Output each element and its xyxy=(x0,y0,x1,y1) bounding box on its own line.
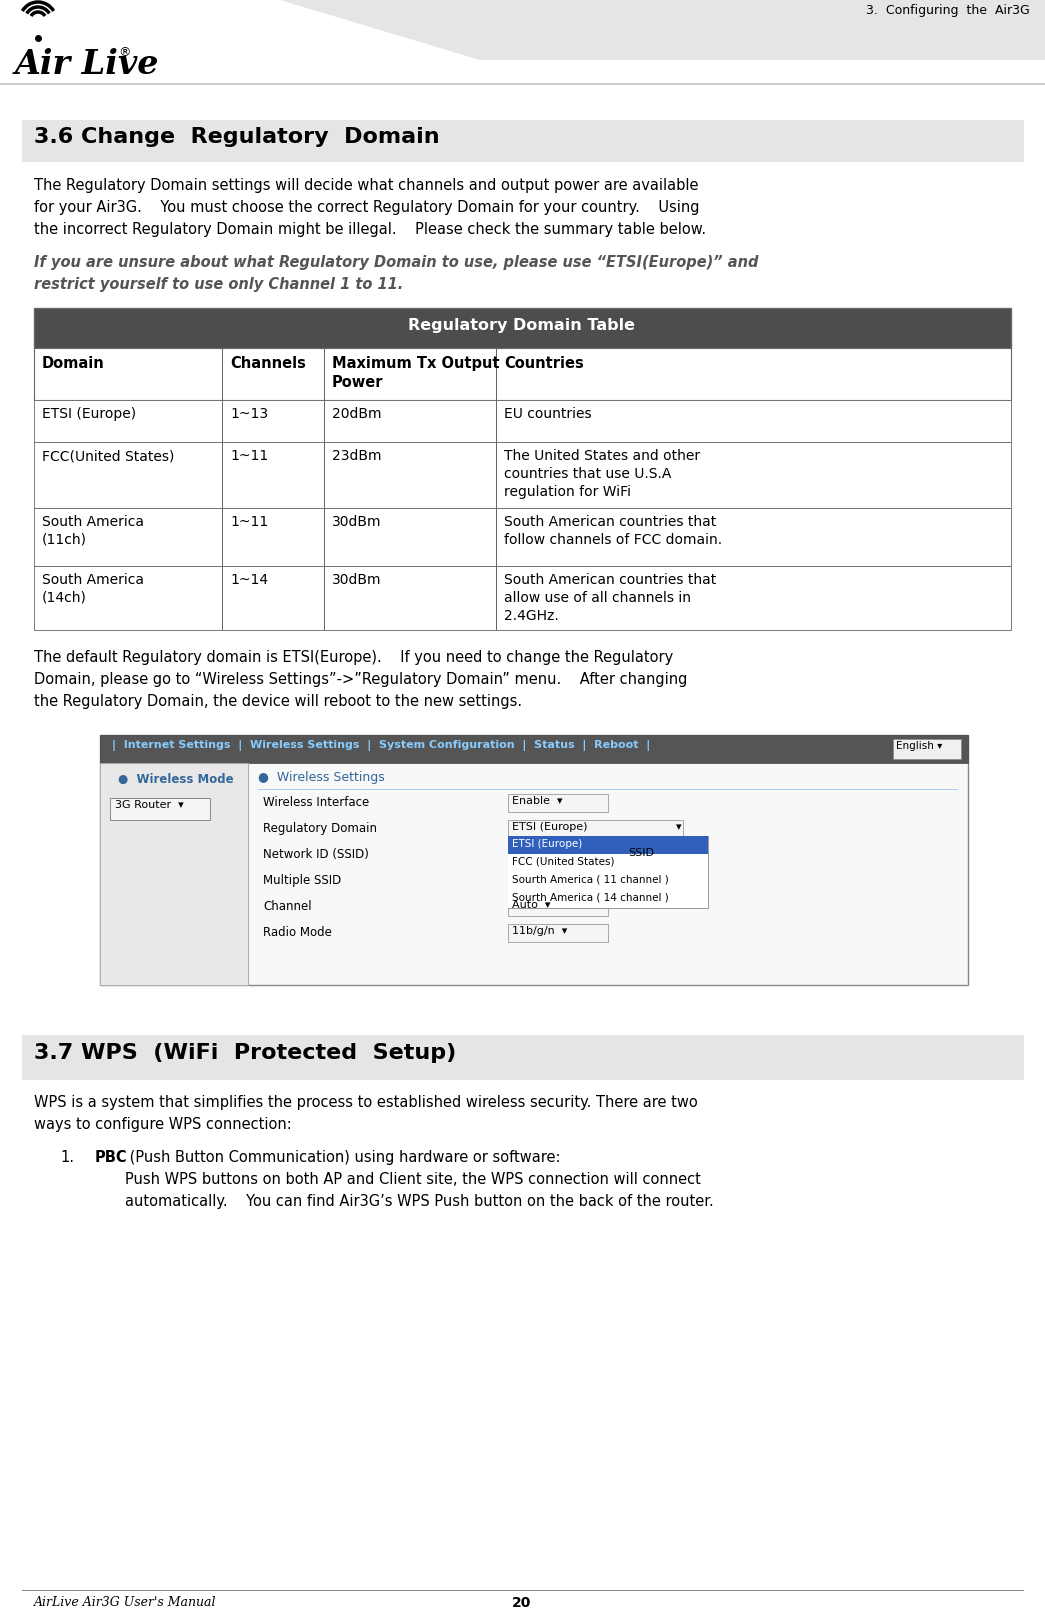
Bar xyxy=(508,846,648,863)
Bar xyxy=(34,348,1011,400)
Text: ETSI (Europe): ETSI (Europe) xyxy=(512,821,587,833)
Bar xyxy=(508,854,709,872)
Text: Enable  ▾: Enable ▾ xyxy=(512,795,562,807)
Text: Auto  ▾: Auto ▾ xyxy=(512,901,551,910)
Bar xyxy=(22,120,1024,162)
Bar xyxy=(22,1035,1024,1081)
Text: Air Live: Air Live xyxy=(15,49,160,81)
Text: Radio Mode: Radio Mode xyxy=(263,927,332,940)
Text: 30dBm: 30dBm xyxy=(332,573,381,586)
Bar xyxy=(508,923,608,941)
Text: Wireless Interface: Wireless Interface xyxy=(263,795,369,808)
Text: South America
(14ch): South America (14ch) xyxy=(42,573,144,604)
Text: Channels: Channels xyxy=(230,356,306,371)
Bar xyxy=(0,83,1045,84)
Bar xyxy=(100,735,968,985)
Text: ●  Wireless Mode: ● Wireless Mode xyxy=(118,773,234,786)
Text: Sourth America ( 14 channel ): Sourth America ( 14 channel ) xyxy=(512,893,669,902)
Text: English ▾: English ▾ xyxy=(896,740,943,752)
Text: 1~11: 1~11 xyxy=(230,515,269,530)
Text: If you are unsure about what Regulatory Domain to use, please use “ETSI(Europe)”: If you are unsure about what Regulatory … xyxy=(34,254,759,292)
Text: 30dBm: 30dBm xyxy=(332,515,381,530)
Bar xyxy=(508,889,709,907)
Text: ●  Wireless Settings: ● Wireless Settings xyxy=(258,771,385,784)
Bar xyxy=(893,739,961,760)
Text: Regulatory Domain Table: Regulatory Domain Table xyxy=(409,318,635,334)
Text: 1~14: 1~14 xyxy=(230,573,269,586)
Text: Sourth America ( 11 channel ): Sourth America ( 11 channel ) xyxy=(512,875,669,885)
Text: EU countries: EU countries xyxy=(504,407,591,421)
Bar xyxy=(508,897,608,915)
Text: ▾: ▾ xyxy=(676,821,681,833)
Text: FCC(United States): FCC(United States) xyxy=(42,449,175,463)
Bar xyxy=(508,836,709,854)
Text: South American countries that
allow use of all channels in
2.4GHz.: South American countries that allow use … xyxy=(504,573,716,622)
Text: Maximum Tx Output
Power: Maximum Tx Output Power xyxy=(332,356,500,389)
Text: AirLive Air3G User's Manual: AirLive Air3G User's Manual xyxy=(34,1596,216,1609)
Bar xyxy=(34,442,1011,509)
Text: SSID: SSID xyxy=(628,847,654,859)
Bar xyxy=(508,794,608,812)
Bar xyxy=(110,799,210,820)
Text: The United States and other
countries that use U.S.A
regulation for WiFi: The United States and other countries th… xyxy=(504,449,700,499)
Text: Domain: Domain xyxy=(42,356,104,371)
Text: 1.: 1. xyxy=(60,1150,74,1165)
Text: Regulatory Domain: Regulatory Domain xyxy=(263,821,377,834)
Text: 3.6 Change  Regulatory  Domain: 3.6 Change Regulatory Domain xyxy=(34,126,440,147)
Bar xyxy=(34,509,1011,565)
Text: 1~11: 1~11 xyxy=(230,449,269,463)
Bar xyxy=(508,872,709,889)
Text: Channel: Channel xyxy=(263,901,311,914)
Text: South America
(11ch): South America (11ch) xyxy=(42,515,144,548)
Bar xyxy=(100,763,248,985)
Bar xyxy=(22,120,1024,162)
Text: The Regulatory Domain settings will decide what channels and output power are av: The Regulatory Domain settings will deci… xyxy=(34,178,706,238)
Bar xyxy=(34,565,1011,630)
Text: WPS is a system that simplifies the process to established wireless security. Th: WPS is a system that simplifies the proc… xyxy=(34,1095,698,1132)
Polygon shape xyxy=(350,0,1045,40)
Text: ETSI (Europe): ETSI (Europe) xyxy=(512,839,582,849)
Text: The default Regulatory domain is ETSI(Europe).    If you need to change the Regu: The default Regulatory domain is ETSI(Eu… xyxy=(34,650,688,710)
Bar xyxy=(508,836,709,907)
Text: 11b/g/n  ▾: 11b/g/n ▾ xyxy=(512,927,567,936)
Text: 23dBm: 23dBm xyxy=(332,449,381,463)
Text: 3.  Configuring  the  Air3G: 3. Configuring the Air3G xyxy=(866,3,1030,16)
Bar xyxy=(34,308,1011,348)
Polygon shape xyxy=(280,0,1045,60)
Text: FCC (United States): FCC (United States) xyxy=(512,857,614,867)
Bar xyxy=(508,820,683,838)
Text: Countries: Countries xyxy=(504,356,584,371)
Text: (Push Button Communication) using hardware or software:
Push WPS buttons on both: (Push Button Communication) using hardwa… xyxy=(125,1150,714,1210)
Text: |  Internet Settings  |  Wireless Settings  |  System Configuration  |  Status  : | Internet Settings | Wireless Settings … xyxy=(112,740,650,752)
Bar xyxy=(34,400,1011,442)
Text: 3.7 WPS  (WiFi  Protected  Setup): 3.7 WPS (WiFi Protected Setup) xyxy=(34,1043,457,1063)
Text: 3G Router  ▾: 3G Router ▾ xyxy=(115,800,184,810)
Bar xyxy=(0,0,1045,84)
Text: Network ID (SSID): Network ID (SSID) xyxy=(263,847,369,860)
Text: 1~13: 1~13 xyxy=(230,407,269,421)
Text: South American countries that
follow channels of FCC domain.: South American countries that follow cha… xyxy=(504,515,722,548)
Text: 20dBm: 20dBm xyxy=(332,407,381,421)
Text: ®: ® xyxy=(118,45,131,58)
Bar xyxy=(100,735,968,763)
Text: 20: 20 xyxy=(512,1596,532,1610)
Text: Multiple SSID: Multiple SSID xyxy=(263,875,342,888)
Text: ETSI (Europe): ETSI (Europe) xyxy=(42,407,136,421)
Text: PBC: PBC xyxy=(95,1150,127,1165)
